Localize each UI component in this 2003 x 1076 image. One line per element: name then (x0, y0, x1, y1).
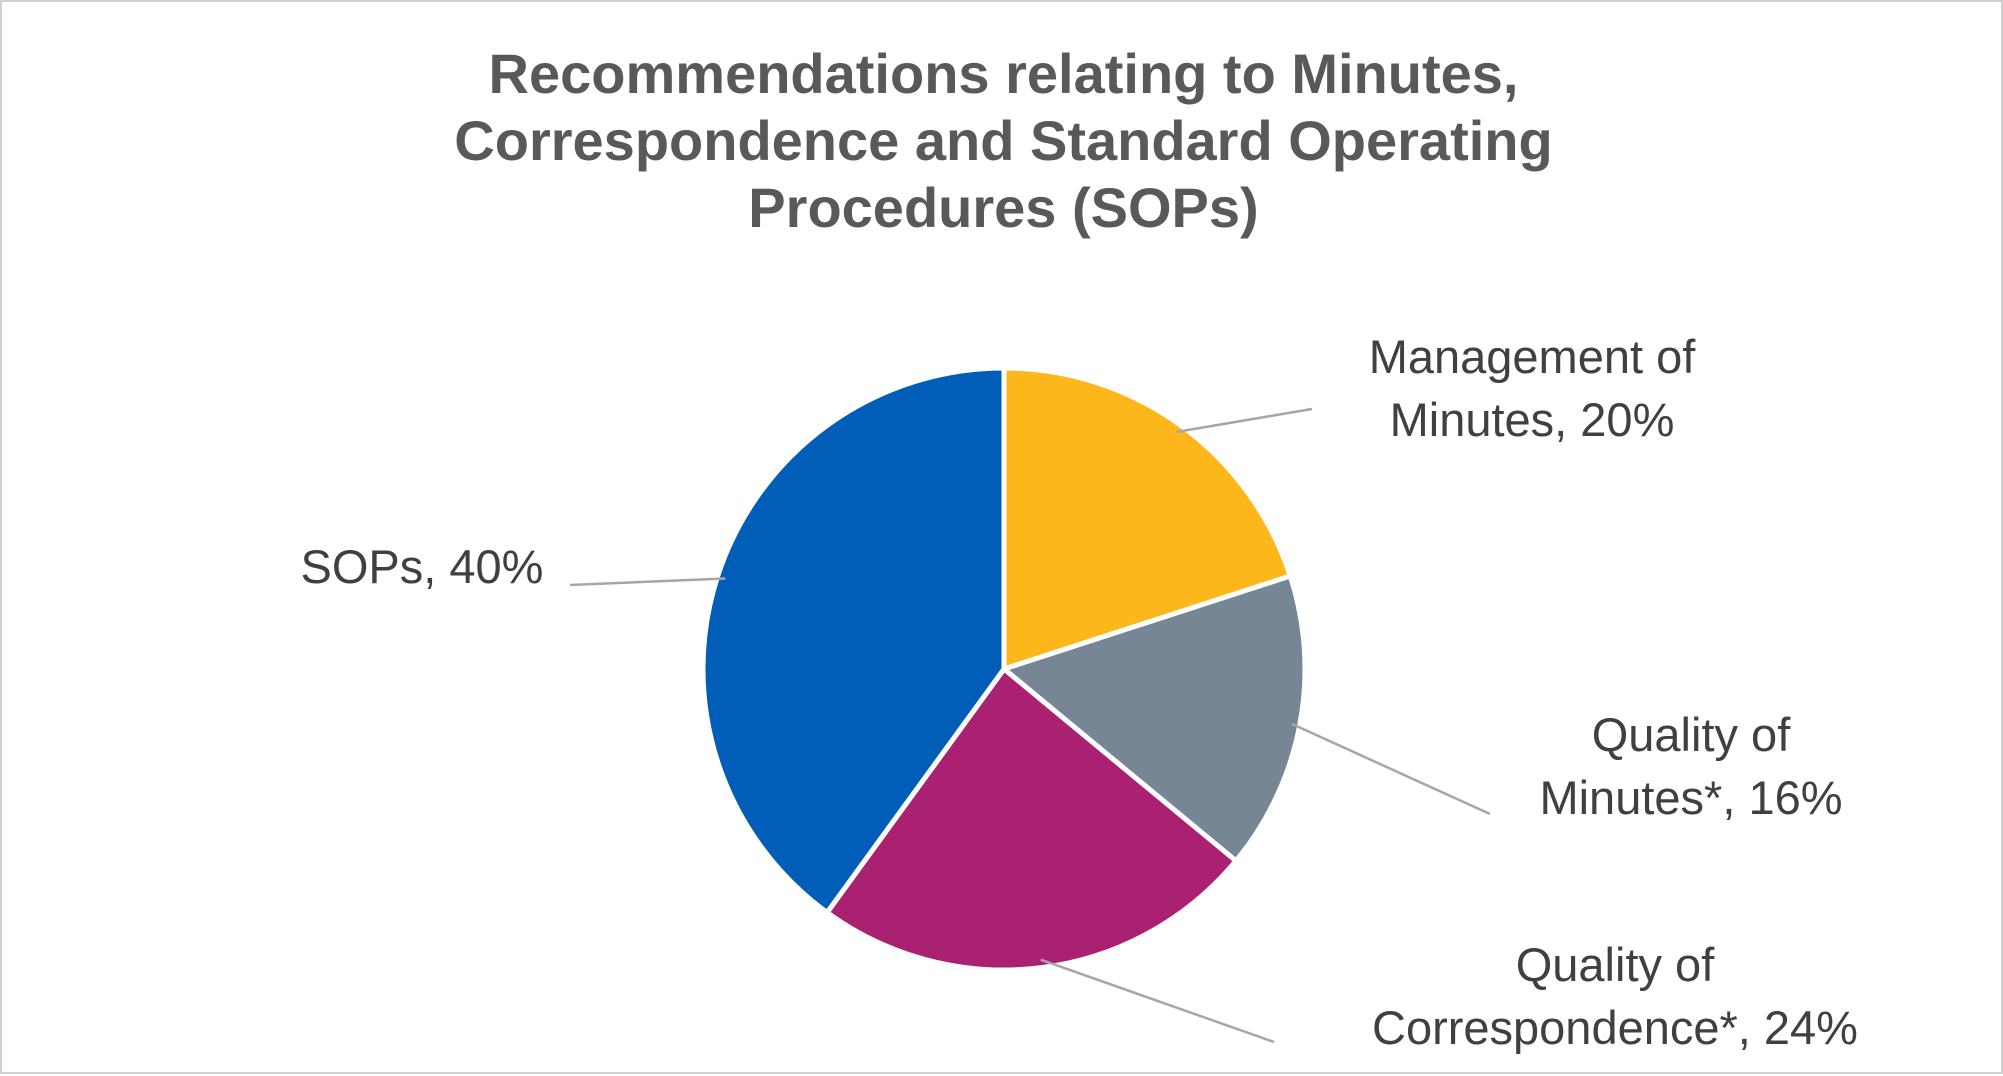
pie-slice-management-of-minutes (1001, 365, 1293, 672)
pie-slices (700, 365, 1308, 973)
leader-line-quality-of-correspondence (1040, 958, 1275, 1044)
pie-slice-quality-of-correspondence (824, 666, 1239, 973)
slice-label-quality-of-correspondence: Quality of Correspondence*, 24% (1305, 933, 1925, 1059)
slice-label-quality-of-minutes: Quality of Minutes*, 16% (1461, 703, 1921, 829)
slice-label-quality-of-correspondence-line-1: Quality of (1515, 938, 1715, 991)
leader-line-sops (569, 577, 726, 587)
slice-label-quality-of-minutes-line-2: Minutes*, 16% (1539, 771, 1843, 824)
slice-label-management-of-minutes-line-1: Management of (1368, 330, 1696, 383)
slice-label-quality-of-correspondence-line-2: Correspondence*, 24% (1372, 1001, 1858, 1054)
chart-title-line-1: Recommendations relating to Minutes, (488, 42, 1519, 105)
pie-slice-quality-of-minutes (1001, 573, 1308, 864)
slice-label-management-of-minutes: Management of Minutes, 20% (1292, 325, 1772, 451)
leader-lines (569, 407, 1491, 1044)
slice-label-quality-of-minutes-line-1: Quality of (1591, 708, 1791, 761)
chart-title-line-3: Procedures (SOPs) (748, 176, 1259, 239)
pie-slice-sops (700, 365, 1007, 916)
leader-line-quality-of-minutes (1291, 722, 1491, 816)
chart-title-line-2: Correspondence and Standard Operating (454, 109, 1553, 172)
slice-label-sops: SOPs, 40% (262, 535, 582, 598)
slice-label-management-of-minutes-line-2: Minutes, 20% (1389, 393, 1675, 446)
leader-line-management-of-minutes (1176, 407, 1313, 434)
slice-label-sops-line-1: SOPs, 40% (300, 540, 544, 593)
chart-title: Recommendations relating to Minutes, Cor… (2, 40, 2003, 241)
